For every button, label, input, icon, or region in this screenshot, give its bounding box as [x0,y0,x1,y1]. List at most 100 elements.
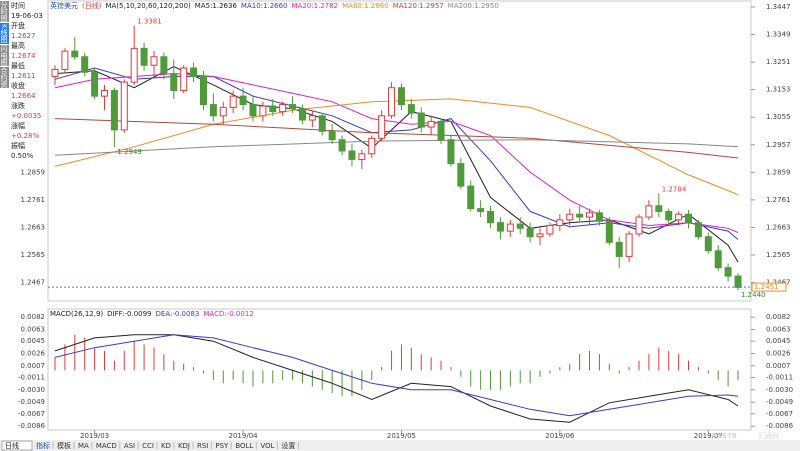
candle-body [140,47,148,66]
info-value: 0.50% [11,152,34,160]
candle-body [91,71,99,97]
info-value: 1.2664 [11,92,36,100]
candle-body [298,108,306,121]
y-tick-label: -0.0067 [766,410,793,418]
candle-body [378,115,386,139]
toolbar-item[interactable]: KDJ [178,442,190,450]
side-tab[interactable]: 闪电图 [0,45,9,67]
candle-body [348,150,356,160]
y-tick-label: 1.3447 [766,3,791,11]
toolbar-bg [0,440,800,451]
info-label: 收盘 [11,81,25,90]
macd-line [54,334,739,417]
annotation: 1.3381 [137,18,162,26]
toolbar-item[interactable]: MACD [96,442,117,450]
info-value: +0.0035 [11,112,41,120]
y-tick-label: 0.0045 [21,337,46,345]
y-tick-label: 0.0063 [766,326,791,334]
toolbar-item[interactable]: PSY [215,442,229,450]
candle-body [487,210,495,224]
y-tick-label: -0.0086 [18,422,46,430]
info-label: 开盘 [11,21,25,30]
y-tick-label: 1.2467 [21,279,46,287]
last-price-box [751,282,787,292]
info-label: 涨幅 [11,121,25,130]
candle-body [328,130,336,141]
info-label: 时间 [11,1,25,10]
toolbar-item[interactable]: VOL [260,442,274,450]
info-value: 19-06-03 [11,12,43,20]
x-tick-label: 2019/04 [229,432,259,440]
y-tick-label: -0.0086 [766,422,794,430]
legend-entry: MA200:1.2950 [448,2,499,10]
y-tick-label: 1.2565 [21,251,46,259]
candle-body [269,105,277,113]
candle-body [655,205,663,212]
legend-entry: (日线) [82,1,102,10]
y-tick-label: 1.2859 [21,168,46,176]
period: 日线 [5,441,19,450]
y-tick-label: 0.0026 [21,349,46,357]
side-tab[interactable]: 分时图 [0,1,9,23]
legend-entry: MA10:1.2660 [241,2,288,10]
candle-body [645,205,653,218]
candle-body [704,236,712,252]
candle-body [180,67,188,92]
toolbar-item[interactable]: 指标 [36,441,50,450]
annotation: 1.2949 [117,148,141,156]
legend-entry: DIFF:-0.0099 [107,310,151,318]
toolbar-item[interactable]: ASI [124,442,135,450]
candle-body [388,87,396,117]
y-tick-label: -0.0067 [18,410,45,418]
legend-entry: MA120:1.2957 [393,2,444,10]
y-tick-label: 1.2859 [766,168,791,176]
candle-body [566,213,574,221]
y-tick-label: 1.2565 [766,251,791,259]
candle-body [199,75,207,106]
toolbar-item[interactable]: 设置 [281,441,295,450]
candle-body [81,56,89,73]
candle-body [685,213,693,224]
candle-body [496,222,504,232]
candle-body [219,106,227,117]
toolbar-item[interactable]: RSI [197,442,208,450]
toolbar-item[interactable]: CCI [142,442,154,450]
toolbar-item[interactable]: 模板 [57,441,71,450]
candle-body [506,223,514,232]
candle-body [457,163,465,187]
toolbar-item[interactable]: BOLL [235,442,253,450]
candle-body [209,104,217,117]
candle-body [556,219,564,226]
macd-frame [47,308,752,431]
info-value: 1.2627 [11,32,36,40]
candle-body [338,139,346,152]
candle-body [239,95,247,106]
x-tick-label: 2019/05 [387,432,416,440]
candle-body [407,104,415,114]
candle-body [51,68,59,77]
toolbar-item[interactable]: MA [78,442,89,450]
candle-body [694,222,702,238]
candle-body [724,267,732,277]
candle-body [595,212,603,222]
annotation: 1.2440 [741,291,766,299]
candle-body [734,275,742,288]
info-value: +0.28% [11,132,39,140]
y-tick-label: -0.0011 [766,373,793,381]
candle-body [605,220,613,243]
candle-body [675,213,683,221]
x-tick-label: 2019/06 [545,432,575,440]
candle-body [150,56,158,66]
side-tab[interactable]: 合约资料 [0,67,9,89]
candle-body [358,153,366,160]
candle-body [447,139,455,165]
side-tab[interactable]: K线图 [0,23,9,45]
y-tick-label: 1.3153 [766,86,791,94]
candle-body [437,120,445,141]
toolbar-item[interactable]: KD [161,442,171,450]
info-label: 涨跌 [11,101,25,110]
y-tick-label: 1.2761 [21,196,46,204]
